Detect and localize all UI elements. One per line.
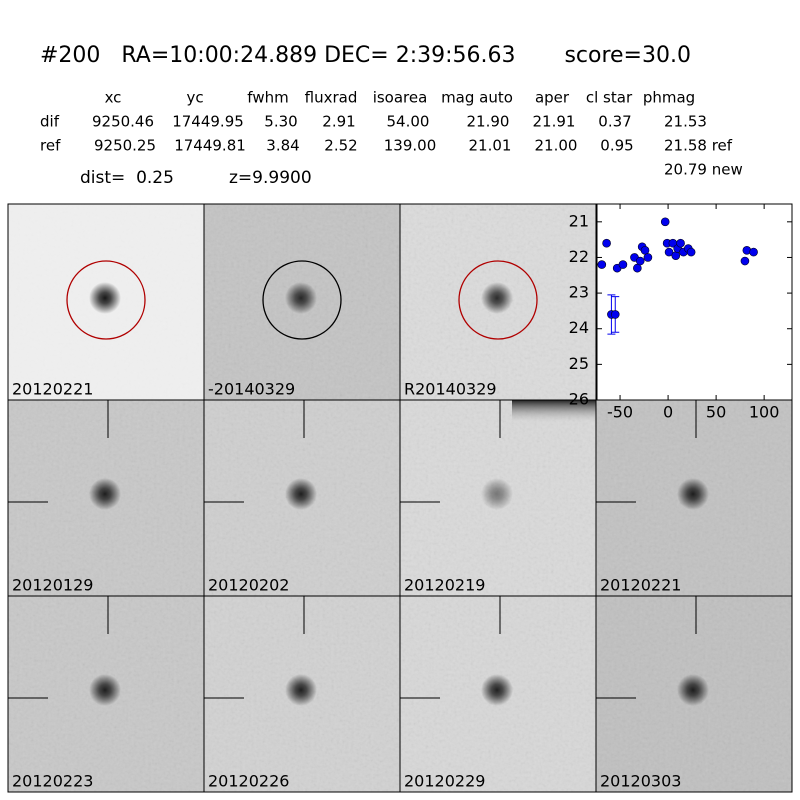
data-point bbox=[664, 247, 674, 257]
panel-label: 20120223 bbox=[12, 772, 93, 791]
source bbox=[89, 478, 121, 510]
column-header: fluxrad bbox=[305, 89, 358, 107]
x-tick-label: 100 bbox=[749, 403, 780, 422]
source bbox=[285, 282, 317, 314]
row-label: ref bbox=[40, 137, 61, 155]
cell: 54.00 bbox=[387, 113, 430, 131]
dist: dist= 0.25 bbox=[80, 168, 174, 188]
column-header: cl star bbox=[586, 89, 633, 107]
cell: 17449.95 bbox=[172, 113, 244, 131]
source bbox=[481, 282, 513, 314]
plot-frame bbox=[596, 203, 793, 401]
y-tick-label: 25 bbox=[569, 354, 589, 373]
source bbox=[285, 674, 317, 706]
y-tick-label: 23 bbox=[569, 283, 589, 302]
cell: 21.01 bbox=[469, 137, 512, 155]
panel-label: 20120221 bbox=[600, 576, 681, 595]
cell: 21.53 bbox=[664, 113, 707, 131]
data-point bbox=[602, 238, 611, 248]
cell: 9250.25 bbox=[94, 137, 156, 155]
cell: 21.91 bbox=[533, 113, 576, 131]
cell: 3.84 bbox=[266, 137, 299, 155]
panel-label: R20140329 bbox=[404, 380, 497, 399]
source bbox=[481, 478, 513, 510]
y-tick-label: 26 bbox=[569, 390, 589, 409]
panel-label: 20120226 bbox=[208, 772, 289, 791]
column-header: fwhm bbox=[247, 89, 288, 107]
source bbox=[677, 478, 709, 510]
cell: 20.79 new bbox=[664, 161, 743, 179]
plot-area bbox=[597, 204, 792, 400]
data-point bbox=[740, 256, 750, 266]
data-point bbox=[610, 310, 620, 319]
panel-label: 20120221 bbox=[12, 380, 93, 399]
data-point bbox=[643, 253, 653, 262]
aperture bbox=[66, 260, 146, 340]
column-header: mag auto bbox=[441, 89, 513, 107]
data-point bbox=[749, 247, 758, 257]
y-tick-label: 24 bbox=[569, 318, 589, 337]
cell: 5.30 bbox=[264, 113, 297, 131]
cell: 0.95 bbox=[600, 137, 633, 155]
cell: 139.00 bbox=[384, 137, 437, 155]
cell: 2.91 bbox=[322, 113, 355, 131]
aperture bbox=[262, 260, 342, 340]
data-point bbox=[618, 260, 628, 269]
source bbox=[89, 282, 121, 314]
panel-label: 20120129 bbox=[12, 576, 93, 595]
title: #200 RA=10:00:24.889 DEC= 2:39:56.63 sco… bbox=[40, 43, 691, 68]
data-point bbox=[660, 217, 670, 227]
source bbox=[677, 674, 709, 706]
panel-frame bbox=[595, 595, 793, 793]
panel-label: 20120219 bbox=[404, 576, 485, 595]
cell: 21.00 bbox=[535, 137, 578, 155]
data-point bbox=[671, 251, 681, 260]
redshift: z=9.9900 bbox=[229, 168, 312, 188]
edge-artifact bbox=[512, 400, 596, 422]
panel-label: -20140329 bbox=[208, 380, 295, 399]
x-tick-label: -50 bbox=[607, 403, 633, 422]
column-header: phmag bbox=[643, 89, 695, 107]
data-point bbox=[597, 260, 607, 269]
column-header: xc bbox=[105, 89, 122, 107]
table: xc yc fwhm fluxrad isoarea mag auto aper cl sta… bbox=[40, 89, 743, 179]
y-tick-label: 22 bbox=[569, 247, 589, 266]
cutouts: 20120221 -20140329 R20140329 20120129 201202… bbox=[7, 203, 793, 793]
panel-label: 20120303 bbox=[600, 772, 681, 791]
panel-label: 20120202 bbox=[208, 576, 289, 595]
light-curve: 21 22 23 24 25 26 -50 0 50 100 bbox=[569, 203, 793, 422]
column-header: aper bbox=[535, 89, 570, 107]
data-point bbox=[633, 263, 642, 273]
y-tick-label: 21 bbox=[569, 211, 589, 230]
data-point bbox=[640, 246, 650, 255]
column-header: yc bbox=[186, 89, 203, 107]
panel-label: 20120229 bbox=[404, 772, 485, 791]
cell: 2.52 bbox=[324, 137, 357, 155]
source bbox=[481, 674, 513, 706]
cell: 21.58 ref bbox=[664, 137, 733, 155]
aperture bbox=[458, 260, 538, 340]
cell: 9250.46 bbox=[92, 113, 154, 131]
x-tick-label: 50 bbox=[706, 403, 726, 422]
data-point bbox=[676, 238, 685, 248]
data-point bbox=[635, 256, 645, 266]
row-label: dif bbox=[40, 113, 60, 131]
cell: 17449.81 bbox=[174, 137, 246, 155]
column-header: isoarea bbox=[373, 89, 428, 107]
cell: 0.37 bbox=[598, 113, 631, 131]
cell: 21.90 bbox=[467, 113, 510, 131]
source bbox=[89, 674, 121, 706]
data-point bbox=[686, 247, 696, 257]
source bbox=[285, 478, 317, 510]
x-tick-label: 0 bbox=[663, 403, 673, 422]
